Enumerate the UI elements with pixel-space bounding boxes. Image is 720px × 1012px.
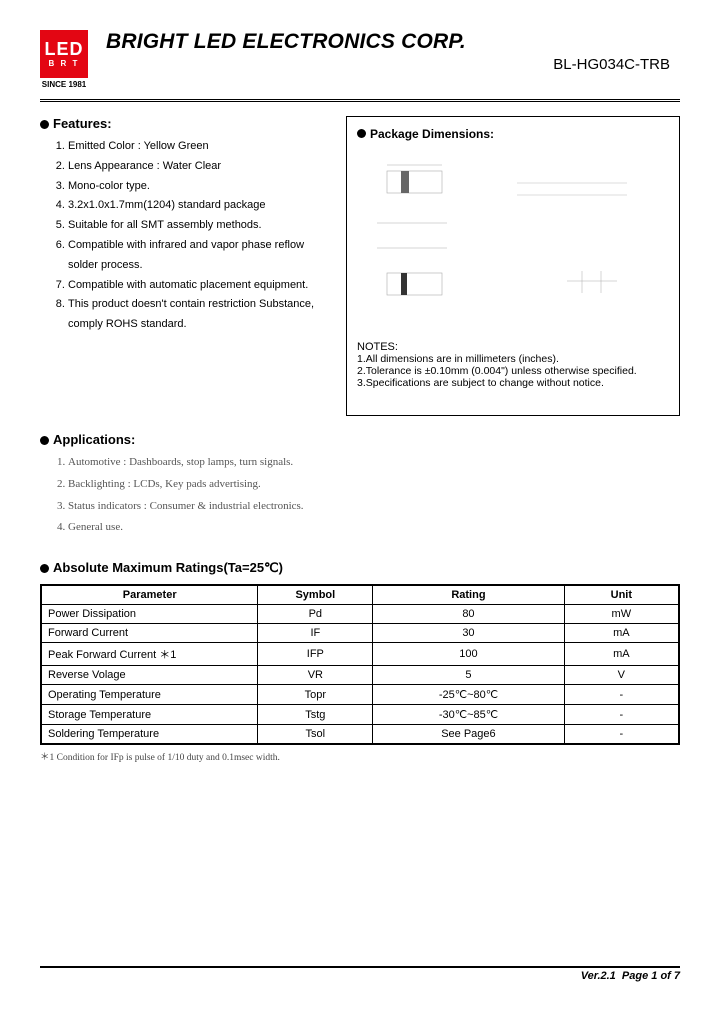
notes-header: NOTES: [357, 341, 669, 353]
applications-heading: Applications: [40, 432, 680, 447]
package-heading: Package Dimensions: [357, 125, 669, 143]
feature-item: Compatible with infrared and vapor phase… [68, 236, 330, 276]
feature-item: Lens Appearance : Water Clear [68, 157, 330, 177]
abs-max-footnote: ＊1 Condition for IFp is pulse of 1/10 du… [40, 749, 680, 763]
cell-unit: mA [564, 624, 679, 643]
cell-rating: 80 [373, 605, 564, 624]
package-drawing-area [357, 153, 669, 333]
bullet-icon [40, 120, 49, 129]
brand-logo: LED B R T [40, 30, 88, 78]
package-dimensions-box: Package Dimensions: NOTES: 1.All dimensi… [346, 116, 680, 416]
col-parameter: Parameter [41, 585, 258, 605]
page-label: Page 1 of 7 [622, 970, 680, 982]
package-title: Package Dimensions: [370, 127, 494, 141]
bullet-icon [357, 129, 366, 138]
logo-block: LED B R T SINCE 1981 [40, 30, 88, 89]
cell-param: Storage Temperature [41, 705, 258, 725]
cell-sym: IFP [258, 643, 373, 666]
col-symbol: Symbol [258, 585, 373, 605]
feature-item: This product doesn't contain restriction… [68, 295, 330, 335]
bullet-icon [40, 436, 49, 445]
cell-param: Operating Temperature [41, 685, 258, 705]
cell-param: Soldering Temperature [41, 725, 258, 745]
cell-rating: See Page6 [373, 725, 564, 745]
cell-unit: mA [564, 643, 679, 666]
version-label: Ver.2.1 [581, 970, 616, 982]
cell-unit: - [564, 725, 679, 745]
cell-sym: VR [258, 666, 373, 685]
cell-sym: Pd [258, 605, 373, 624]
logo-text-bottom: B R T [49, 60, 80, 68]
cell-param: Power Dissipation [41, 605, 258, 624]
table-row: Reverse VolageVR5V [41, 666, 679, 685]
col-rating: Rating [373, 585, 564, 605]
features-heading: Features: [40, 116, 330, 131]
cell-unit: mW [564, 605, 679, 624]
application-item: Automotive : Dashboards, stop lamps, tur… [68, 453, 680, 473]
top-row: Features: Emitted Color : Yellow Green L… [40, 116, 680, 416]
table-row: Forward CurrentIF30mA [41, 624, 679, 643]
abs-max-title: Absolute Maximum Ratings(Ta=25℃) [53, 560, 283, 575]
cell-rating: 5 [373, 666, 564, 685]
since-label: SINCE 1981 [42, 80, 86, 89]
cell-rating: 100 [373, 643, 564, 666]
features-title: Features: [53, 116, 112, 131]
note-line: 1.All dimensions are in millimeters (inc… [357, 353, 669, 365]
table-row: Power DissipationPd80mW [41, 605, 679, 624]
ratings-tbody: Power DissipationPd80mWForward CurrentIF… [41, 605, 679, 745]
abs-max-heading: Absolute Maximum Ratings(Ta=25℃) [40, 560, 680, 576]
cell-unit: - [564, 685, 679, 705]
left-column: Features: Emitted Color : Yellow Green L… [40, 116, 330, 335]
cell-param: Peak Forward Current ＊1 [41, 643, 258, 666]
feature-item: 3.2x1.0x1.7mm(1204) standard package [68, 196, 330, 216]
table-row: Operating TemperatureTopr-25℃~80℃- [41, 685, 679, 705]
application-item: Status indicators : Consumer & industria… [68, 497, 680, 517]
package-drawing [357, 153, 637, 323]
ratings-table: Parameter Symbol Rating Unit Power Dissi… [40, 584, 680, 745]
table-header-row: Parameter Symbol Rating Unit [41, 585, 679, 605]
page-footer: Ver.2.1 Page 1 of 7 [40, 966, 680, 982]
note-line: 2.Tolerance is ±0.10mm (0.004") unless o… [357, 365, 669, 377]
applications-section: Applications: Automotive : Dashboards, s… [40, 432, 680, 538]
feature-item: Emitted Color : Yellow Green [68, 137, 330, 157]
feature-item: Mono-color type. [68, 177, 330, 197]
cell-param: Forward Current [41, 624, 258, 643]
application-item: Backlighting : LCDs, Key pads advertisin… [68, 475, 680, 495]
cell-rating: 30 [373, 624, 564, 643]
cell-sym: Tsol [258, 725, 373, 745]
company-name: BRIGHT LED ELECTRONICS CORP. [106, 30, 680, 54]
cell-rating: -25℃~80℃ [373, 685, 564, 705]
feature-item: Suitable for all SMT assembly methods. [68, 216, 330, 236]
logo-text-top: LED [45, 40, 84, 58]
cell-rating: -30℃~85℃ [373, 705, 564, 725]
footer-text: Ver.2.1 Page 1 of 7 [40, 970, 680, 982]
abs-max-section: Absolute Maximum Ratings(Ta=25℃) Paramet… [40, 560, 680, 763]
cell-unit: - [564, 705, 679, 725]
title-block: BRIGHT LED ELECTRONICS CORP. BL-HG034C-T… [106, 30, 680, 73]
footer-divider [40, 966, 680, 968]
part-number: BL-HG034C-TRB [106, 56, 670, 73]
note-line: 3.Specifications are subject to change w… [357, 377, 669, 389]
col-unit: Unit [564, 585, 679, 605]
cell-sym: IF [258, 624, 373, 643]
page-header: LED B R T SINCE 1981 BRIGHT LED ELECTRON… [40, 30, 680, 89]
applications-list: Automotive : Dashboards, stop lamps, tur… [40, 453, 680, 538]
features-list: Emitted Color : Yellow Green Lens Appear… [40, 137, 330, 335]
cell-unit: V [564, 666, 679, 685]
table-row: Storage TemperatureTstg-30℃~85℃- [41, 705, 679, 725]
package-notes: NOTES: 1.All dimensions are in millimete… [357, 341, 669, 389]
applications-title: Applications: [53, 432, 135, 447]
application-item: General use. [68, 518, 680, 538]
feature-item: Compatible with automatic placement equi… [68, 276, 330, 296]
table-row: Soldering TemperatureTsolSee Page6- [41, 725, 679, 745]
cell-param: Reverse Volage [41, 666, 258, 685]
cell-sym: Tstg [258, 705, 373, 725]
table-row: Peak Forward Current ＊1IFP100mA [41, 643, 679, 666]
header-divider [40, 99, 680, 102]
bullet-icon [40, 564, 49, 573]
cell-sym: Topr [258, 685, 373, 705]
